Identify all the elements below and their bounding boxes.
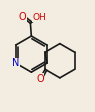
Text: N: N <box>12 58 19 68</box>
Text: O: O <box>19 12 26 22</box>
Text: O: O <box>36 74 44 84</box>
Text: OH: OH <box>32 13 46 22</box>
